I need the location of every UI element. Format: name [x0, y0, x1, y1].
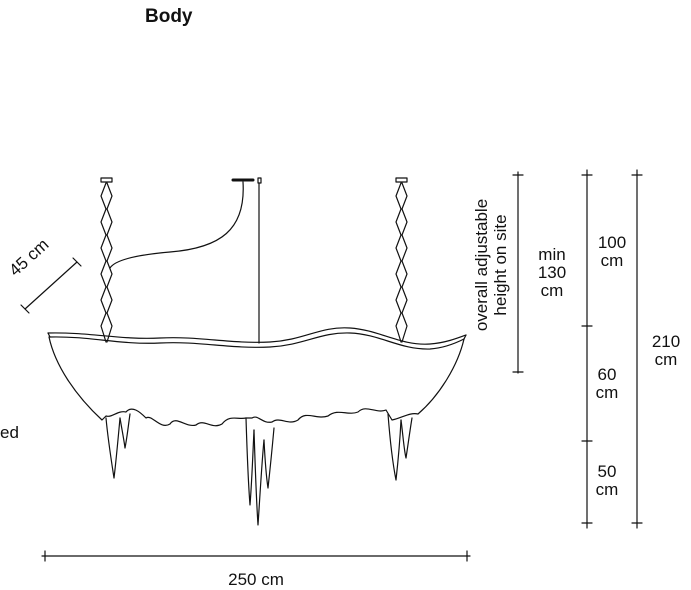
diagonal-dimension-line	[20, 257, 82, 314]
adjustable-height-dimension-line	[512, 171, 524, 374]
total-height-value: 210	[651, 332, 681, 351]
middle-section-height-label: 60 cm	[587, 366, 627, 402]
total-height-dimension-line	[631, 169, 643, 529]
min-height-label-line2: 130	[537, 263, 567, 282]
adjustable-height-label-line1: overall adjustable	[472, 198, 491, 332]
upper-section-height-unit: cm	[600, 251, 624, 270]
min-height-label-line1: min	[538, 245, 566, 264]
middle-section-height-value: 60	[597, 365, 617, 384]
width-dimension-label: 250 cm	[228, 570, 284, 589]
power-cable	[109, 181, 244, 269]
upper-section-height-label: 100 cm	[592, 234, 632, 270]
width-dimension-line	[41, 550, 471, 562]
adjustable-height-label: overall adjustable height on site	[472, 170, 510, 360]
page-title: Body	[145, 6, 193, 27]
left-chain	[100, 182, 113, 343]
icicles-right	[387, 413, 413, 481]
body-rim-inner	[49, 332, 465, 350]
total-height-unit: cm	[654, 350, 678, 369]
icicles-left	[105, 413, 131, 479]
icicles-center	[245, 417, 275, 526]
ceiling-canopies	[100, 177, 408, 184]
min-height-label: min 130 cm	[532, 246, 572, 300]
cut-off-text: ed	[0, 423, 19, 442]
min-height-label-line3: cm	[540, 281, 564, 300]
section-height-dimension-line	[581, 169, 593, 529]
right-chain	[395, 182, 408, 343]
lower-section-height-label: 50 cm	[587, 463, 627, 499]
body-bowl	[48, 336, 465, 427]
upper-section-height-value: 100	[597, 233, 627, 252]
lower-section-height-value: 50	[597, 462, 617, 481]
lower-section-height-unit: cm	[595, 480, 619, 499]
adjustable-height-label-line2: height on site	[491, 214, 510, 316]
body-rim-outer	[47, 327, 467, 345]
middle-section-height-unit: cm	[595, 383, 619, 402]
total-height-label: 210 cm	[644, 333, 688, 369]
